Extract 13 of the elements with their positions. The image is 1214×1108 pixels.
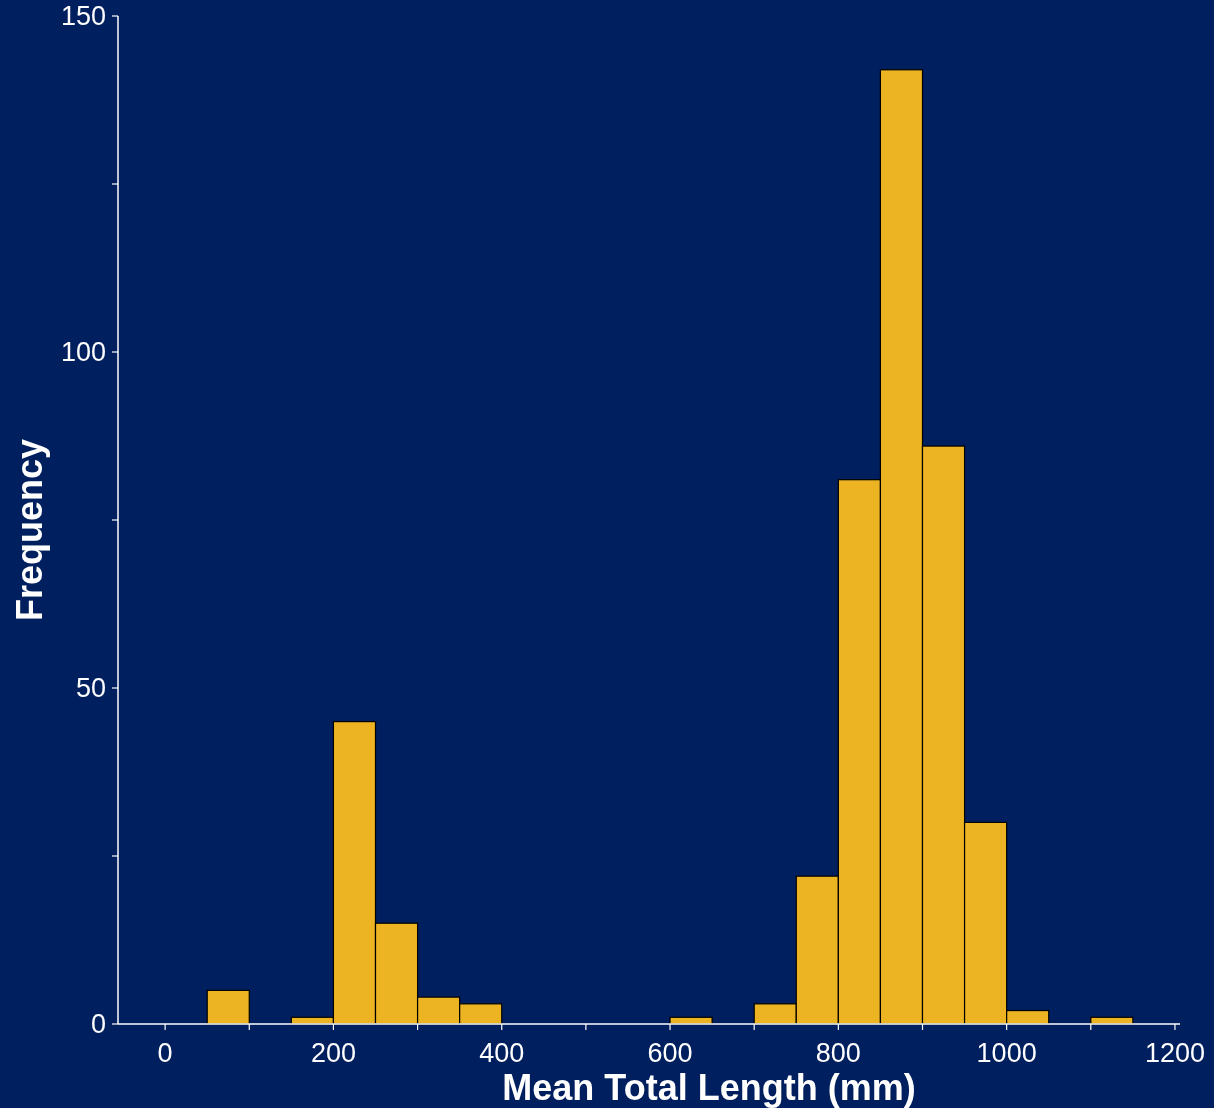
y-tick-label: 150 bbox=[60, 1, 106, 31]
y-tick-label: 100 bbox=[60, 337, 106, 367]
x-tick-label: 400 bbox=[479, 1038, 525, 1068]
x-tick-label: 800 bbox=[815, 1038, 861, 1068]
x-tick-label: 200 bbox=[310, 1038, 356, 1068]
x-tick-label: 1200 bbox=[1144, 1038, 1205, 1068]
y-tick-label: 50 bbox=[75, 673, 106, 703]
x-tick-label: 0 bbox=[157, 1038, 173, 1068]
y-axis-title: Frequency bbox=[9, 438, 50, 622]
x-axis-title: Mean Total Length (mm) bbox=[502, 1067, 916, 1108]
x-tick-label: 1000 bbox=[976, 1038, 1037, 1068]
x-tick-label: 600 bbox=[647, 1038, 693, 1068]
y-tick-label: 0 bbox=[90, 1009, 106, 1039]
